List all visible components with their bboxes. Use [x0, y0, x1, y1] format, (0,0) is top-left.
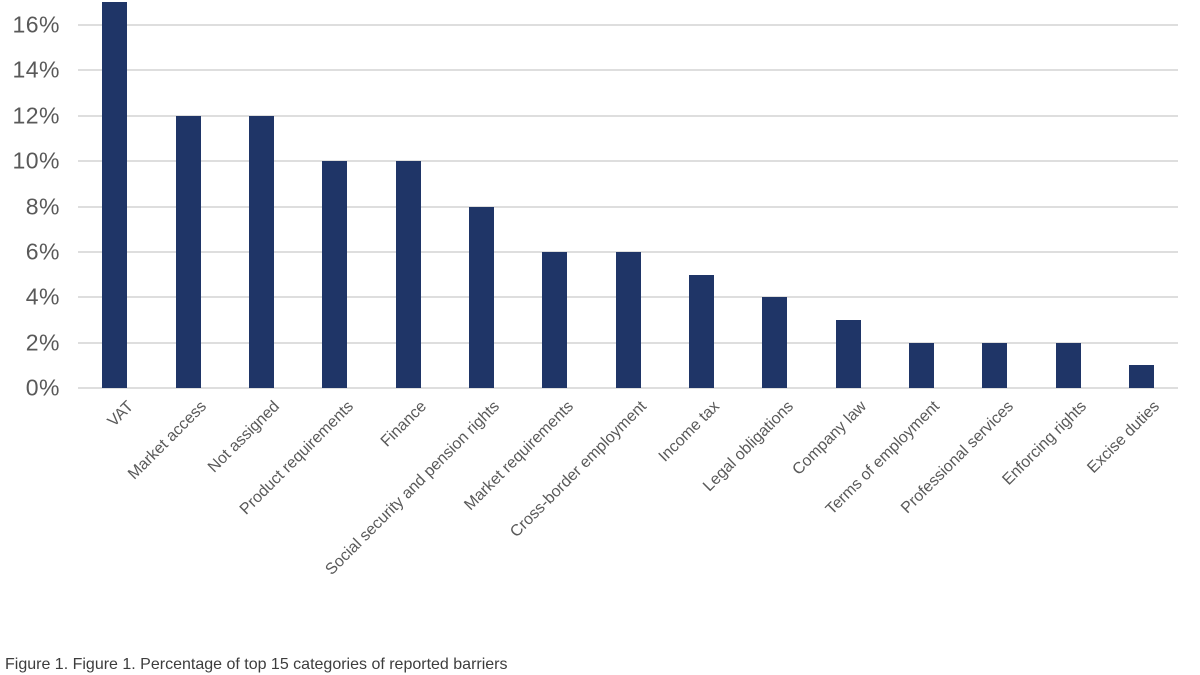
- bar-1: [102, 2, 128, 388]
- bar-4: [322, 161, 348, 388]
- bar-8: [615, 251, 641, 388]
- bar-15: [1128, 365, 1154, 388]
- bar-3: [248, 115, 274, 388]
- gridline-16: [78, 24, 1178, 26]
- bar-5: [395, 161, 421, 388]
- bar-2: [175, 115, 201, 388]
- y-axis-tick-label: 4%: [25, 283, 60, 310]
- gridline-0: [78, 387, 1178, 389]
- gridline-12: [78, 114, 1178, 117]
- gridline-10: [78, 160, 1178, 163]
- bar-chart: 0% 2% 4% 6% 8% 10% 12% 14% 16% VAT Market access N…: [12, 2, 1178, 579]
- y-axis-tick-label: 0%: [25, 374, 60, 401]
- bar-14: [1055, 342, 1081, 388]
- y-axis-tick-label: 2%: [25, 329, 60, 356]
- bar-7: [542, 251, 568, 388]
- figure-caption: Figure 1. Figure 1. Percentage of top 15…: [5, 656, 508, 673]
- y-axis-tick-label: 12%: [12, 102, 60, 129]
- y-axis-tick-label: 14%: [12, 56, 60, 83]
- bar-9: [688, 274, 714, 388]
- y-axis-tick-label: 10%: [12, 147, 60, 174]
- y-axis-tick-label: 16%: [12, 11, 60, 38]
- bar-6: [468, 206, 494, 388]
- y-axis-tick-label: 8%: [25, 193, 60, 219]
- gridline-14: [78, 69, 1178, 72]
- bar-11: [835, 319, 861, 388]
- y-axis-tick-label: 6%: [25, 238, 60, 265]
- bar-13: [982, 342, 1008, 388]
- bar-10: [762, 297, 788, 388]
- bar-12: [908, 342, 934, 388]
- gridline-8: [78, 205, 1178, 208]
